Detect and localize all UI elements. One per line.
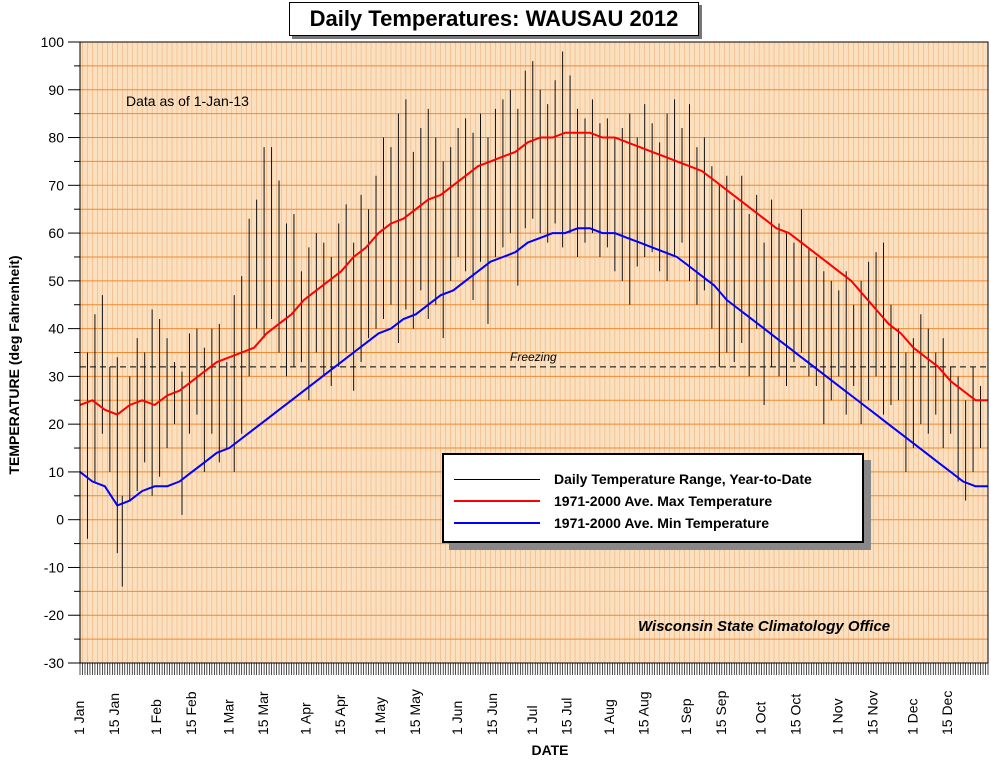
legend-label-range: Daily Temperature Range, Year-to-Date xyxy=(554,471,812,487)
freezing-label: Freezing xyxy=(510,350,557,364)
x-tick-label: 15 Jun xyxy=(484,693,500,735)
x-tick-label: 15 Mar xyxy=(255,691,271,735)
x-tick-label: 15 May xyxy=(407,689,423,735)
x-tick-label: 15 Sep xyxy=(713,690,729,735)
y-tick-label: 20 xyxy=(48,416,64,432)
y-tick-label: 90 xyxy=(48,82,64,98)
legend-label-max: 1971-2000 Ave. Max Temperature xyxy=(554,493,773,509)
x-tick-label: 1 Dec xyxy=(904,698,920,735)
y-tick-label: 50 xyxy=(48,273,64,289)
y-tick-label: 30 xyxy=(48,368,64,384)
data-as-of-note: Data as of 1-Jan-13 xyxy=(126,93,249,109)
y-tick-label: -30 xyxy=(44,655,64,671)
avg-min-line xyxy=(80,227,988,507)
organization-label: Wisconsin State Climatology Office xyxy=(638,618,891,635)
x-tick-label: 1 Mar xyxy=(220,699,236,735)
x-tick-label: 15 Aug xyxy=(636,691,652,735)
legend-item-range: Daily Temperature Range, Year-to-Date xyxy=(444,469,862,489)
average-lines xyxy=(80,131,988,507)
legend-swatch-range xyxy=(454,478,540,480)
x-tick-label: 15 Dec xyxy=(939,691,955,735)
x-tick-label: 15 Feb xyxy=(183,691,199,735)
x-tick-label: 15 Apr xyxy=(332,694,348,735)
y-tick-label: -20 xyxy=(44,607,64,623)
legend-item-max: 1971-2000 Ave. Max Temperature xyxy=(444,491,862,511)
x-tick-label: 15 Jan xyxy=(106,693,122,735)
legend: Daily Temperature Range, Year-to-Date 19… xyxy=(442,453,864,543)
y-tick-label: 0 xyxy=(56,512,64,528)
x-tick-label: 15 Nov xyxy=(865,691,881,735)
x-axis-title: DATE xyxy=(531,742,569,758)
x-axis: 1 Jan 15 Jan 1 Feb 15 Feb 1 Mar 15 Mar 1 Apr 15… xyxy=(71,663,989,735)
x-tick-label: 1 Jun xyxy=(449,701,465,735)
legend-label-min: 1971-2000 Ave. Min Temperature xyxy=(554,515,770,531)
x-tick-label: 1 Apr xyxy=(297,702,313,735)
legend-swatch-min xyxy=(454,522,540,524)
x-tick-label: 1 Jul xyxy=(524,705,540,735)
x-tick-label: 1 Oct xyxy=(753,701,769,735)
legend-item-min: 1971-2000 Ave. Min Temperature xyxy=(444,513,862,533)
y-tick-label: 60 xyxy=(48,225,64,241)
y-tick-label: 40 xyxy=(48,321,64,337)
y-axis-title: TEMPERATURE (deg Fahrenheit) xyxy=(6,255,22,475)
x-tick-label: 1 May xyxy=(372,697,388,735)
x-tick-label: 1 Jan xyxy=(71,701,87,735)
avg-max-line xyxy=(80,131,988,416)
y-tick-label: 80 xyxy=(48,130,64,146)
x-tick-label: 1 Aug xyxy=(601,699,617,735)
x-tick-label: 15 Jul xyxy=(559,698,575,735)
y-tick-label: 70 xyxy=(48,177,64,193)
x-tick-label: 1 Feb xyxy=(148,699,164,735)
x-tick-label: 15 Oct xyxy=(787,694,803,735)
y-tick-label: -10 xyxy=(44,559,64,575)
y-tick-label: 10 xyxy=(48,464,64,480)
x-tick-label: 1 Sep xyxy=(678,698,694,735)
legend-swatch-max xyxy=(454,500,540,502)
chart-title: Daily Temperatures: WAUSAU 2012 xyxy=(289,2,699,36)
x-tick-label: 1 Nov xyxy=(830,698,846,735)
y-tick-label: 100 xyxy=(41,34,65,50)
